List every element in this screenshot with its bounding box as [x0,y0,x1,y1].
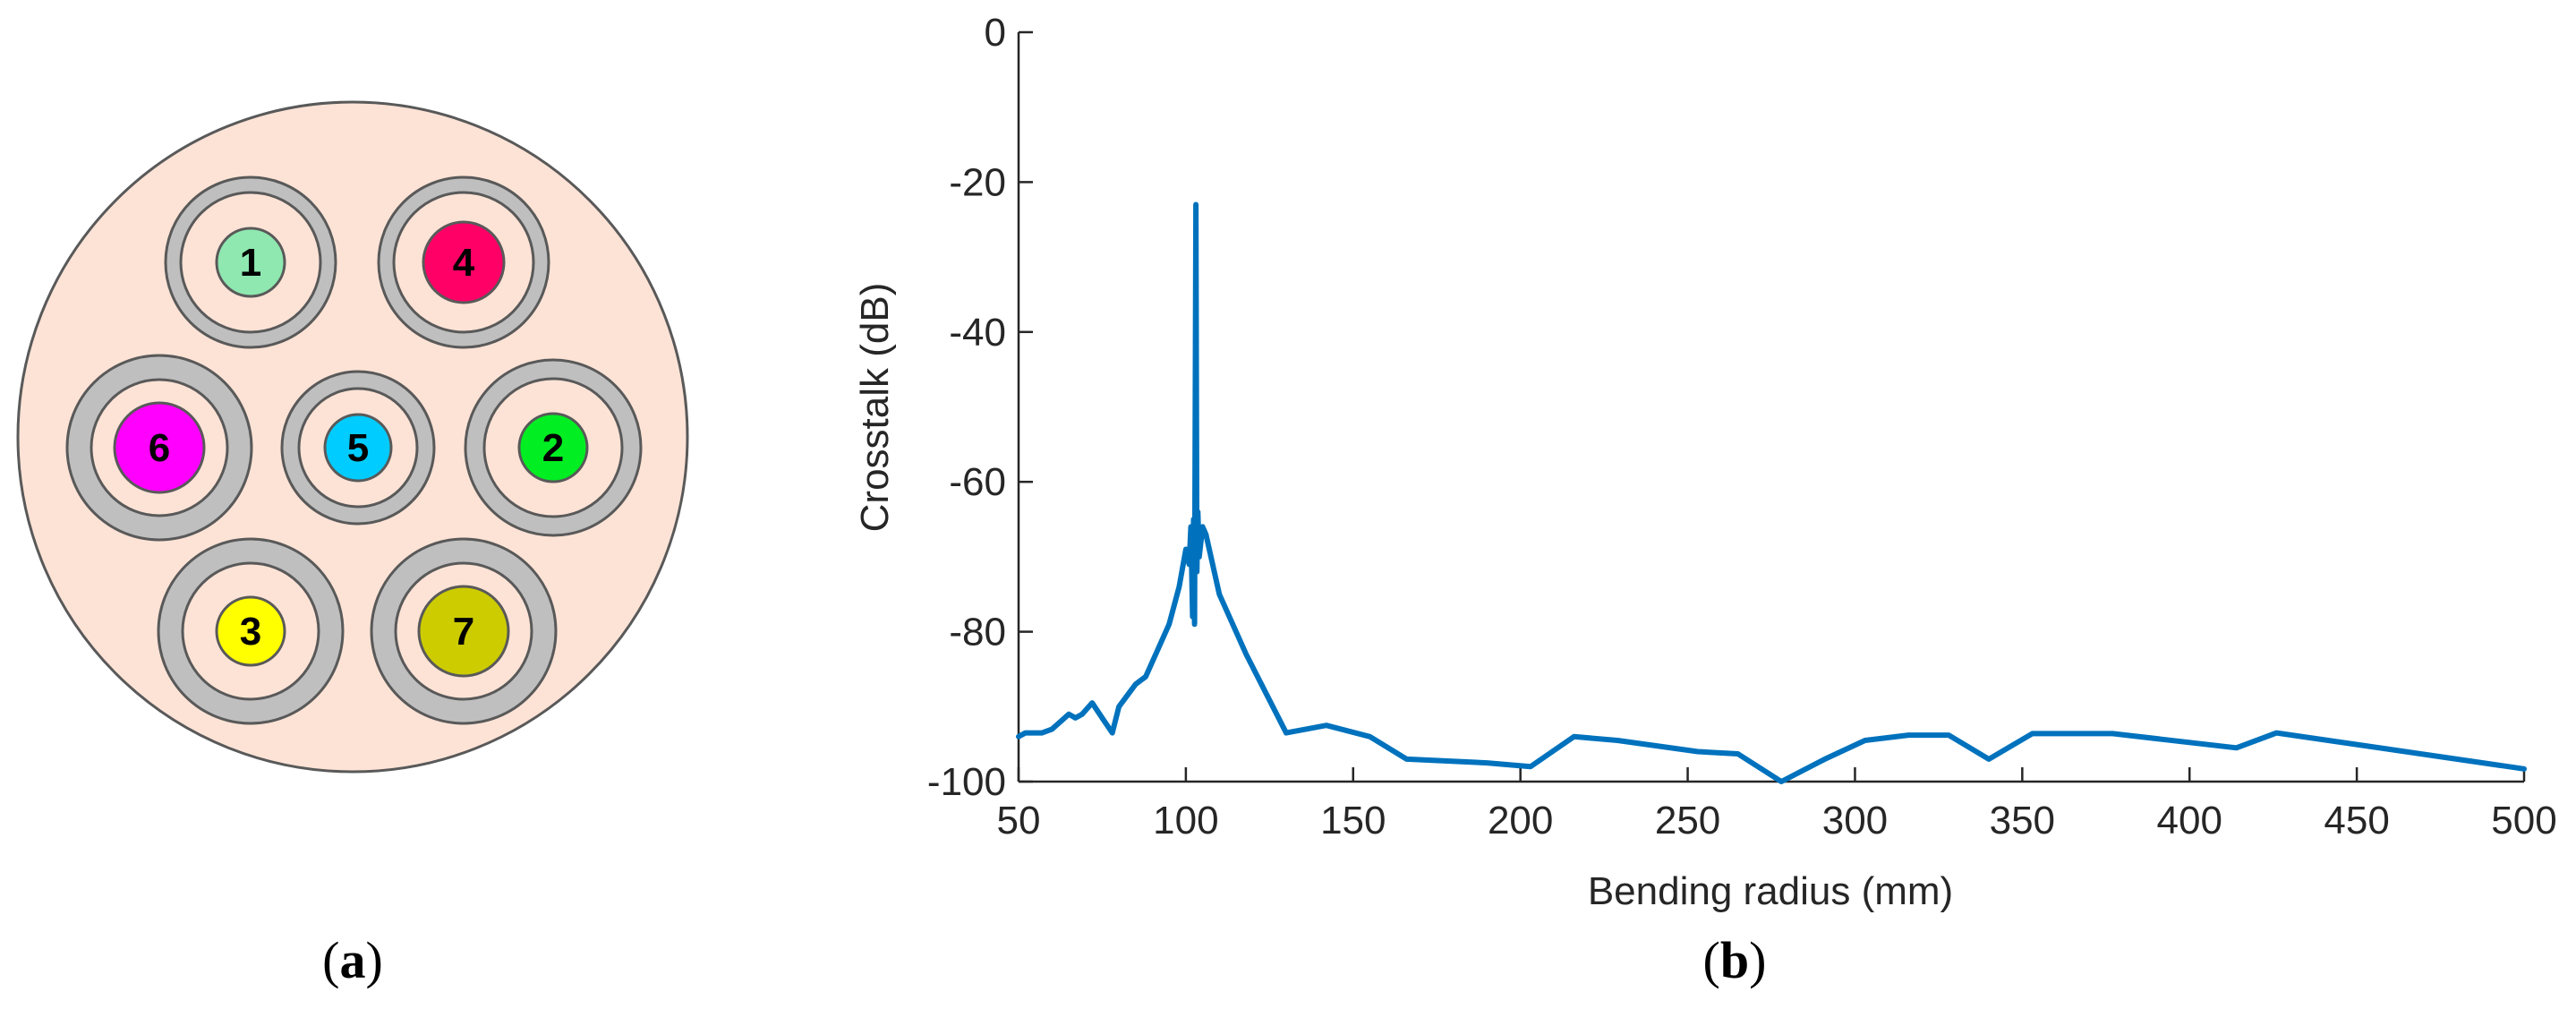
core-4-center [422,220,506,304]
core-5-center [323,413,393,483]
y-tick-label: -40 [949,311,1006,355]
core-2-label: 2 [542,426,564,470]
y-tick-label: 0 [985,11,1006,55]
series-line-crosstalk [1016,201,2527,784]
caption-b-letter: b [1720,931,1749,989]
core-5-label: 5 [347,426,369,470]
caption-a: (a) [322,931,383,989]
fiber-cross-section: 1 4 6 5 2 3 7 [16,100,689,774]
x-tick-label: 250 [1655,799,1720,842]
caption-b: (b) [1703,931,1767,989]
y-tick-label: -60 [949,460,1006,504]
x-tick-label: 100 [1153,799,1218,842]
core-1: 1 [164,175,337,349]
core-4: 4 [377,175,550,349]
x-tick-label: 450 [2324,799,2389,842]
core-7: 7 [370,537,558,725]
x-tick-label: 400 [2157,799,2222,842]
core-4-label: 4 [453,241,475,285]
x-tick-label: 50 [997,799,1041,842]
y-tick-label: -100 [927,760,1006,804]
y-tick-label: -80 [949,611,1006,654]
y-axis-label: Crosstalk (dB) [853,283,897,533]
caption-a-letter: a [340,931,366,989]
core-5: 5 [280,370,436,526]
core-7-center [417,585,510,678]
core-6-center [113,401,206,494]
x-tick-label: 300 [1822,799,1888,842]
core-3-label: 3 [240,610,261,654]
x-tick-label: 200 [1488,799,1553,842]
core-6: 6 [65,354,253,542]
y-tick-label: -20 [949,160,1006,204]
core-3: 3 [157,537,345,725]
core-7-label: 7 [453,610,474,654]
core-3-center [215,595,286,667]
core-2-center [517,412,589,483]
core-1-label: 1 [240,241,261,285]
crosstalk-chart: 0 -20 -40 -60 -80 -100 50 100 150 200 250 300 350 40… [853,11,2557,913]
core-6-label: 6 [149,426,170,470]
x-tick-label: 500 [2491,799,2556,842]
x-axis-label: Bending radius (mm) [1588,869,1953,913]
x-tick-label: 350 [1990,799,2055,842]
core-2: 2 [464,358,643,537]
core-1-center [215,227,286,298]
x-tick-label: 150 [1320,799,1386,842]
